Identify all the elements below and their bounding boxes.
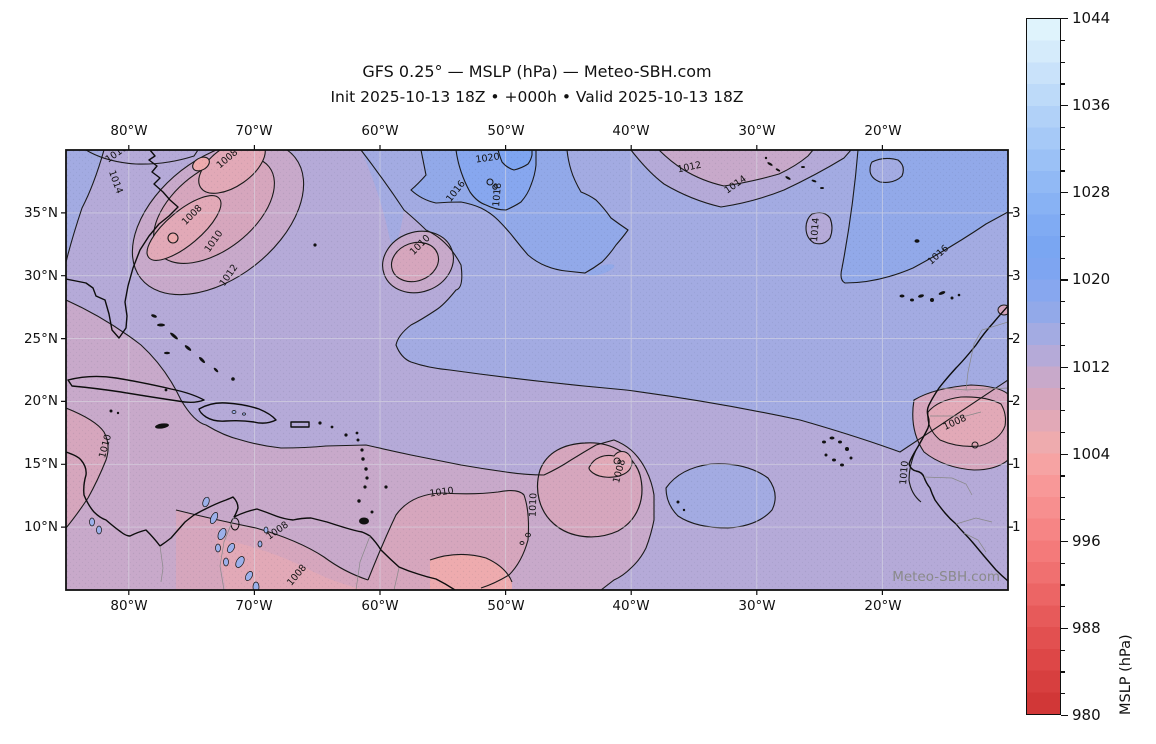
x-tick-top-60w: 60°W — [361, 123, 399, 139]
mslp-map: 1010 1014 1008 1008 1010 1012 1016 1018 … — [61, 145, 1013, 595]
colorbar-gradient — [1026, 18, 1061, 715]
gridlines — [66, 150, 1008, 590]
contour-label: 1020 — [475, 151, 500, 165]
x-tick-top-40w: 40°W — [612, 123, 650, 139]
y-tick-30n: 30°N — [23, 268, 58, 284]
contour-label: 1018 — [491, 182, 504, 207]
y-tick-20n: 20°N — [23, 393, 58, 409]
x-tick-bottom-30w: 30°W — [738, 598, 776, 614]
terrain-contours — [89, 410, 269, 590]
x-tick-bottom-40w: 40°W — [612, 598, 650, 614]
y-tick-right-10n-clipped: 1 — [1012, 519, 1021, 535]
x-tick-top-70w: 70°W — [235, 123, 273, 139]
plot-subtitle: Init 2025-10-13 18Z • +000h • Valid 2025… — [330, 88, 744, 106]
isobars — [66, 150, 1008, 590]
y-tick-15n: 15°N — [23, 456, 58, 472]
contour-label: 1010 — [528, 493, 540, 518]
x-tick-top-30w: 30°W — [738, 123, 776, 139]
x-tick-bottom-60w: 60°W — [361, 598, 399, 614]
map-field: 1010 1014 1008 1008 1010 1012 1016 1018 … — [66, 150, 1008, 590]
country-borders — [159, 321, 1008, 590]
y-tick-right-35n-clipped: 3 — [1012, 205, 1021, 221]
y-tick-25n: 25°N — [23, 331, 58, 347]
x-tick-bottom-70w: 70°W — [235, 598, 273, 614]
x-tick-top-50w: 50°W — [487, 123, 525, 139]
y-tick-right-30n-clipped: 3 — [1012, 268, 1021, 284]
watermark: Meteo-SBH.com — [892, 569, 1000, 585]
plot-title: GFS 0.25° — MSLP (hPa) — Meteo-SBH.com — [362, 62, 712, 81]
x-tick-bottom-50w: 50°W — [487, 598, 525, 614]
y-tick-right-15n-clipped: 1 — [1012, 456, 1021, 472]
x-tick-top-80w: 80°W — [110, 123, 148, 139]
contour-label: 1010 — [429, 485, 454, 499]
y-tick-10n: 10°N — [23, 519, 58, 535]
y-tick-right-20n-clipped: 2 — [1012, 393, 1021, 409]
x-tick-bottom-20w: 20°W — [864, 598, 902, 614]
contour-label: 1012 — [677, 160, 703, 176]
contour-label: 1010 — [898, 460, 911, 485]
map-frame — [65, 149, 1009, 591]
x-tick-bottom-80w: 80°W — [110, 598, 148, 614]
y-tick-right-25n-clipped: 2 — [1012, 331, 1021, 347]
y-tick-35n: 35°N — [23, 205, 58, 221]
x-tick-top-20w: 20°W — [864, 123, 902, 139]
colorbar-axis-label: MSLP (hPa) — [1118, 634, 1134, 715]
axis-ticks — [61, 145, 1013, 595]
small-islands — [109, 156, 961, 525]
contour-label: 1014 — [809, 217, 822, 242]
